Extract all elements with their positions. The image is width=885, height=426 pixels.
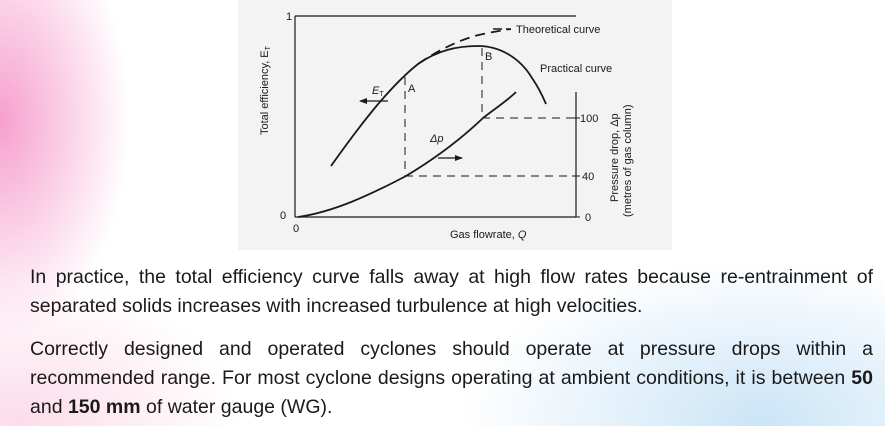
paragraph2-text-2: and (30, 396, 68, 418)
x-axis-label-variable: Q (518, 229, 527, 241)
pressure-low-value: 50 (851, 367, 873, 389)
right-axis-tick-100-label: 100 (580, 113, 598, 125)
x-axis-label-text: Gas flowrate, (450, 229, 518, 241)
x-axis-label: Gas flowrate, Q (450, 229, 527, 241)
theoretical-efficiency-curve (417, 28, 512, 65)
dp-marker-label: Δp (429, 133, 444, 145)
right-axis-tick-40-label: 40 (582, 171, 594, 183)
x-axis-origin-label: 0 (293, 223, 299, 235)
paragraph-pressure-drop-range: Correctly designed and operated cyclones… (30, 335, 873, 422)
y-axis-label-text: Total efficiency, E (259, 50, 271, 135)
practical-efficiency-curve (330, 45, 547, 167)
et-marker-subscript: T (379, 91, 384, 98)
right-axis-label-line1: Pressure drop, Δp (609, 113, 621, 202)
pressure-drop-curve (297, 91, 517, 218)
y-axis-origin-label: 0 (280, 210, 286, 222)
et-marker-label: ET (372, 85, 384, 98)
theoretical-curve-label: Theoretical curve (516, 24, 600, 36)
paragraph2-text-3: of water gauge (WG). (140, 396, 333, 418)
paragraph2-text-1: Correctly designed and operated cyclones… (30, 338, 873, 389)
pressure-high-value: 150 mm (67, 396, 141, 418)
paragraph-efficiency-falloff: In practice, the total efficiency curve … (30, 266, 873, 317)
point-a-label: A (408, 83, 416, 95)
right-axis-label-line2: (metres of gas column) (622, 105, 634, 217)
point-b-label: B (485, 51, 492, 63)
y-axis-label: Total efficiency, ET (259, 45, 272, 135)
y-axis-label-subscript: T (265, 45, 272, 50)
et-marker-letter: E (372, 85, 380, 97)
efficiency-pressure-diagram: 1 0 0 100 40 0 Theoretical curve Practic… (259, 11, 634, 241)
practical-curve-label: Practical curve (540, 63, 612, 75)
y-axis-top-label: 1 (286, 11, 292, 23)
figure-panel: 1 0 0 100 40 0 Theoretical curve Practic… (238, 0, 672, 250)
right-axis-tick-0-label: 0 (585, 212, 591, 224)
